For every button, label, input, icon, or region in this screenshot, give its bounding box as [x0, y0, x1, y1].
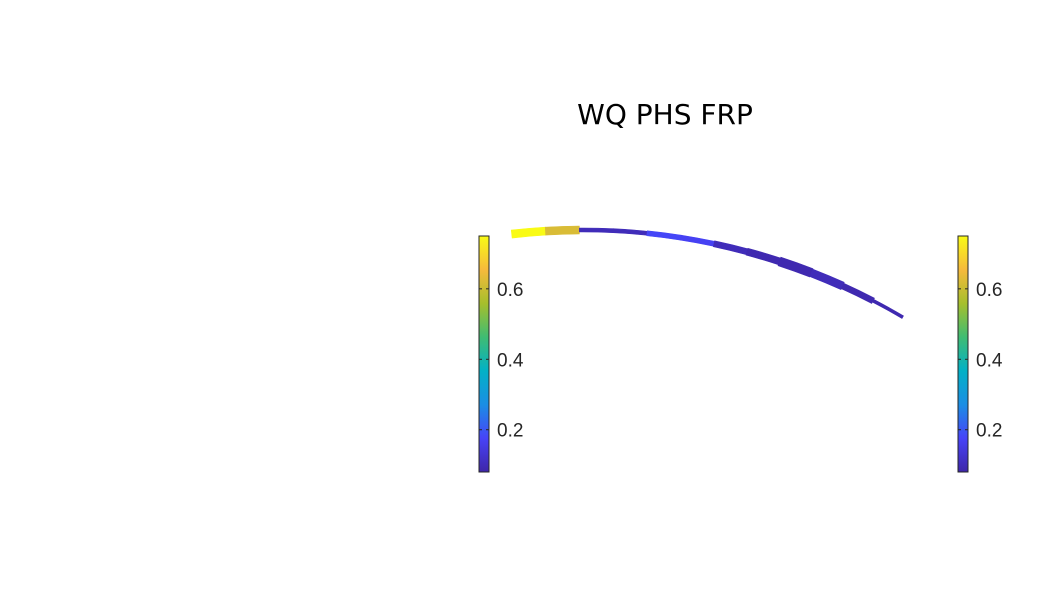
- colorbar-left-tick-label: 0.4: [497, 350, 524, 371]
- colorbar-right-tick-label: 0.4: [976, 350, 1003, 371]
- track-segment: [544, 225, 580, 236]
- track-segment: [713, 240, 749, 255]
- track-segment: [777, 256, 814, 278]
- track-segment: [679, 234, 715, 247]
- colorbar-right: 0.2 0.4 0.6: [957, 235, 1003, 473]
- track-segment: [579, 227, 614, 234]
- colorbar-right-tick-label: 0.2: [976, 421, 1002, 442]
- track-segment: [840, 282, 875, 304]
- track-segment: [871, 299, 904, 319]
- colorbar-left: 0.2 0.4 0.6: [478, 235, 524, 473]
- colorbar-right-tick-label: 0.6: [976, 280, 1002, 301]
- track-segment: [646, 230, 682, 241]
- colorbar-left-tick-label: 0.6: [497, 280, 523, 301]
- colorbar-left-gradient: [479, 236, 489, 472]
- colorbar-left-frame: [478, 235, 490, 473]
- track-segment: [510, 226, 547, 239]
- colorbar-right-gradient: [958, 236, 968, 472]
- chart-title: WQ PHS FRP: [577, 98, 753, 131]
- colorbar-left-tick-label: 0.2: [497, 421, 523, 442]
- colorbar-right-frame: [957, 235, 969, 473]
- data-track-right: [510, 225, 904, 319]
- track-segment: [809, 268, 845, 291]
- track-segment: [612, 228, 648, 236]
- track-segment: [745, 247, 781, 266]
